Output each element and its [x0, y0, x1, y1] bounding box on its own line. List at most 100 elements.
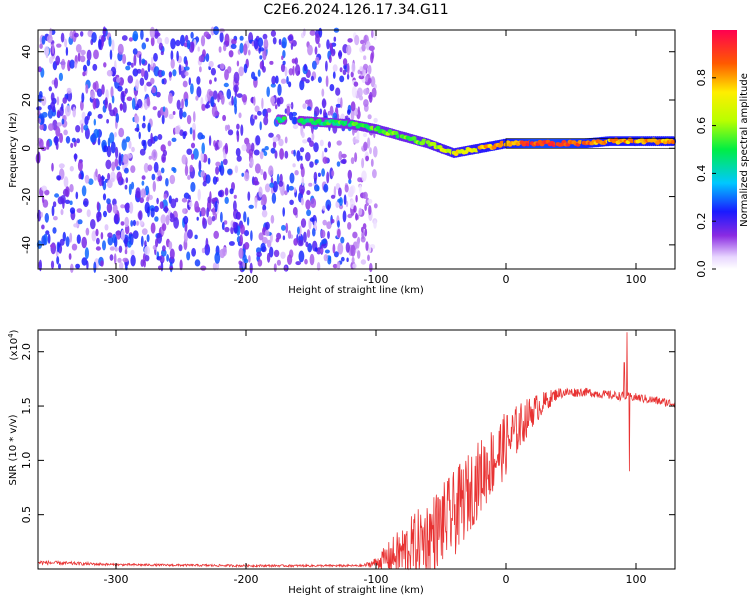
- heatmap-cell: [260, 242, 266, 252]
- heatmap-cell: [261, 209, 268, 218]
- heatmap-cell: [330, 194, 336, 199]
- heatmap-cell: [308, 182, 313, 187]
- heatmap-cell: [328, 55, 332, 63]
- heatmap-cell: [270, 83, 276, 88]
- heatmap-cell: [205, 53, 210, 62]
- heatmap-cell: [238, 112, 242, 119]
- figure-title: C2E6.2024.126.17.34.G11: [263, 2, 448, 18]
- heatmap-cell: [83, 124, 89, 131]
- heatmap-cell: [163, 193, 168, 200]
- heatmap-cell: [125, 265, 128, 271]
- heatmap-cell: [96, 201, 100, 211]
- heatmap-cell: [350, 109, 355, 122]
- heatmap-cell: [213, 230, 219, 239]
- heatmap-cell: [132, 230, 139, 240]
- heatmap-cell: [202, 217, 206, 226]
- heatmap-cell: [86, 209, 91, 218]
- heatmap-cell: [372, 169, 377, 179]
- heatmap-cell: [41, 35, 46, 45]
- heatmap-cell: [347, 38, 353, 43]
- heatmap-cell: [179, 259, 183, 271]
- heatmap-cell: [100, 232, 104, 240]
- heatmap-cell: [208, 135, 212, 146]
- heatmap-cell: [361, 43, 366, 52]
- x-tick-label: 100: [626, 273, 647, 286]
- heatmap-cell: [295, 64, 301, 76]
- heatmap-cell: [143, 162, 149, 173]
- heatmap-cell: [200, 265, 207, 271]
- heatmap-cell: [306, 229, 311, 238]
- heatmap-cell: [214, 252, 221, 264]
- heatmap-cell: [222, 158, 228, 165]
- heatmap-cell: [358, 207, 363, 216]
- heatmap-cell: [219, 63, 225, 70]
- heatmap-cell: [62, 97, 67, 104]
- heatmap-cell: [136, 98, 143, 109]
- heatmap-cell: [373, 146, 378, 158]
- heatmap-cell: [81, 111, 86, 120]
- heatmap-cell: [203, 31, 210, 38]
- heatmap-cell: [92, 97, 97, 110]
- heatmap-cell: [276, 97, 281, 107]
- heatmap-cell: [222, 114, 227, 122]
- heatmap-cell: [92, 82, 97, 90]
- heatmap-cell: [65, 186, 70, 198]
- heatmap-cell: [212, 207, 215, 216]
- heatmap-cell: [312, 60, 317, 70]
- heatmap-cell: [41, 96, 47, 106]
- heatmap-cell: [298, 250, 305, 263]
- heatmap-cell: [75, 263, 80, 269]
- heatmap-cell: [136, 68, 142, 74]
- heatmap-cell: [184, 221, 188, 233]
- heatmap-cell: [214, 142, 219, 151]
- heatmap-cell: [182, 111, 187, 118]
- heatmap-cell: [219, 248, 226, 259]
- heatmap-cell: [74, 153, 77, 162]
- heatmap-cell: [289, 199, 294, 205]
- heatmap-cell: [101, 35, 105, 47]
- heatmap-cell: [254, 197, 258, 209]
- heatmap-cell: [63, 176, 69, 188]
- heatmap-cell: [201, 247, 205, 254]
- heatmap-cell: [236, 60, 240, 67]
- heatmap-cell: [188, 77, 191, 86]
- y-tick-label: -20: [20, 188, 33, 206]
- heatmap-cell: [284, 66, 288, 77]
- heatmap-cell: [41, 195, 45, 204]
- heatmap-cell: [131, 97, 136, 110]
- heatmap-cell: [60, 32, 65, 43]
- heatmap-cell: [121, 139, 127, 151]
- heatmap-cell: [336, 261, 341, 270]
- heatmap-cell: [343, 64, 347, 70]
- heatmap-cell: [303, 63, 308, 72]
- heatmap-cell: [327, 204, 330, 212]
- heatmap-cell: [50, 260, 55, 269]
- heatmap-cell: [241, 94, 248, 103]
- heatmap-cell: [327, 141, 331, 149]
- heatmap-cell: [215, 161, 221, 167]
- heatmap-cell: [114, 246, 118, 252]
- heatmap-cell: [207, 216, 213, 226]
- heatmap-cell: [146, 96, 150, 107]
- heatmap-cell: [134, 115, 140, 124]
- heatmap-cell: [106, 198, 111, 205]
- heatmap-cell: [140, 29, 144, 40]
- heatmap-cell: [316, 185, 320, 192]
- heatmap-cell: [44, 189, 50, 196]
- heatmap-cell: [71, 137, 76, 143]
- snr-x-axis-label: Height of straight line (km): [288, 585, 424, 596]
- heatmap-cell: [347, 169, 352, 180]
- heatmap-cell: [244, 242, 250, 250]
- heatmap-cell: [293, 238, 298, 246]
- heatmap-cell: [261, 236, 268, 245]
- heatmap-cell: [106, 202, 113, 214]
- y-tick-label: 0: [20, 145, 33, 152]
- heatmap-cell: [192, 129, 196, 141]
- heatmap-cell: [240, 224, 245, 235]
- heatmap-cell: [77, 160, 83, 172]
- heatmap-cell: [324, 147, 328, 153]
- heatmap-cell: [208, 60, 214, 68]
- heatmap-cell: [140, 188, 147, 199]
- heatmap-cell: [56, 256, 60, 265]
- heatmap-cell: [168, 92, 173, 104]
